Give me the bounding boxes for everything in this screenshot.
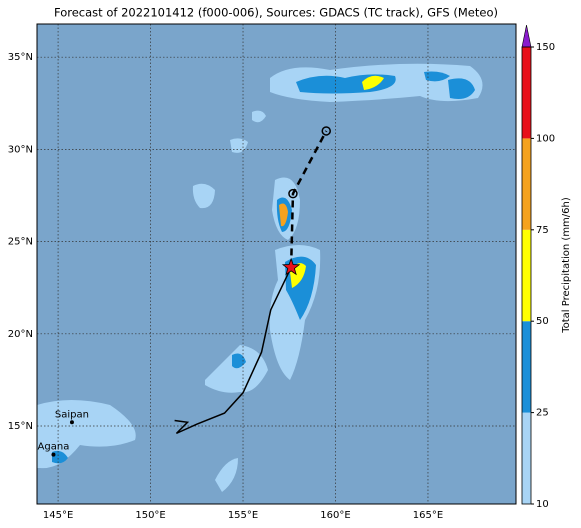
colorbar-tick-label: 25 — [536, 408, 549, 419]
place-label: Agana — [38, 442, 70, 453]
colorbar-tick-label: 10 — [536, 499, 549, 510]
colorbar-label: Total Precipitation (mm/6h) — [561, 197, 572, 334]
current-position — [281, 257, 301, 276]
map-frame — [36, 23, 517, 505]
place-label: Saipan — [55, 409, 89, 420]
y-tick-label: 20°N — [8, 329, 33, 340]
colorbar-segment — [522, 321, 531, 413]
y-tick-label: 25°N — [8, 237, 33, 248]
y-tick-label: 35°N — [8, 52, 33, 63]
place-dot — [51, 452, 56, 457]
colorbar-frame — [521, 46, 532, 505]
forecast-track — [289, 130, 328, 268]
past-track — [174, 267, 292, 435]
forecast-point — [288, 188, 298, 199]
colorbar-segment — [522, 412, 531, 504]
colorbar-tick-label: 50 — [536, 316, 549, 327]
x-tick-label: 150°E — [135, 510, 165, 521]
colorbar-segment — [522, 138, 531, 230]
y-tick-label: 30°N — [8, 144, 33, 155]
colorbar-tick-label: 100 — [536, 133, 555, 144]
x-tick-label: 160°E — [320, 510, 350, 521]
colorbar-segment — [522, 229, 531, 322]
x-tick-label: 165°E — [413, 510, 443, 521]
place-dot — [69, 420, 74, 425]
x-tick-label: 145°E — [43, 510, 73, 521]
colorbar-tick-label: 75 — [536, 225, 549, 236]
colorbar-tick-label: 150 — [536, 42, 555, 53]
colorbar-segment — [522, 47, 531, 139]
y-tick-label: 15°N — [8, 421, 33, 432]
title: Forecast of 2022101412 (f000-006), Sourc… — [54, 6, 498, 20]
colorbar-extend — [521, 24, 532, 48]
forecast-point — [321, 126, 331, 136]
x-tick-label: 155°E — [228, 510, 258, 521]
